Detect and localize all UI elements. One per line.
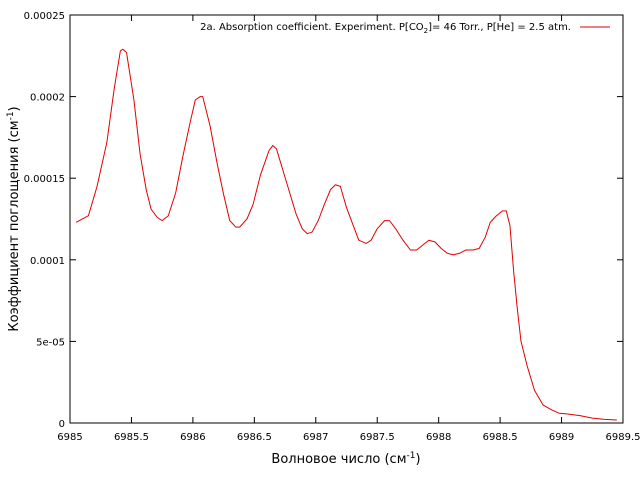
legend-label: 2a. Absorption coefficient. Experiment. … — [200, 22, 571, 35]
axis-ticks: 6985 6985.5 6986 6986.5 6987 6987.5 6988 6988.5… — [24, 11, 640, 443]
series-layer — [75, 48, 617, 421]
y-tick-label: 5e-05 — [36, 337, 65, 348]
x-tick-label: 6987.5 — [360, 432, 395, 443]
y-tick-label: 0.00015 — [24, 174, 65, 185]
legend: 2a. Absorption coefficient. Experiment. … — [200, 22, 610, 35]
x-axis-label: Волновое число (см-1) — [271, 451, 420, 467]
y-tick-label: 0.00025 — [24, 11, 65, 22]
series-line — [75, 48, 617, 421]
x-tick-label: 6985 — [57, 432, 82, 443]
y-axis-label: Коэффициент поглощения (см-1) — [6, 106, 22, 331]
x-tick-label: 6989 — [549, 432, 574, 443]
x-tick-label: 6985.5 — [114, 432, 149, 443]
x-tick-label: 6986.5 — [237, 432, 272, 443]
x-tick-label: 6988.5 — [483, 432, 518, 443]
x-tick-label: 6988 — [426, 432, 451, 443]
x-tick-label: 6986 — [180, 432, 205, 443]
y-tick-label: 0.0001 — [30, 256, 65, 267]
y-tick-label: 0 — [59, 419, 65, 430]
x-tick-label: 6987 — [303, 432, 328, 443]
y-tick-label: 0.0002 — [30, 93, 65, 104]
plot-frame — [69, 14, 624, 424]
x-tick-label: 6989.5 — [606, 432, 640, 443]
